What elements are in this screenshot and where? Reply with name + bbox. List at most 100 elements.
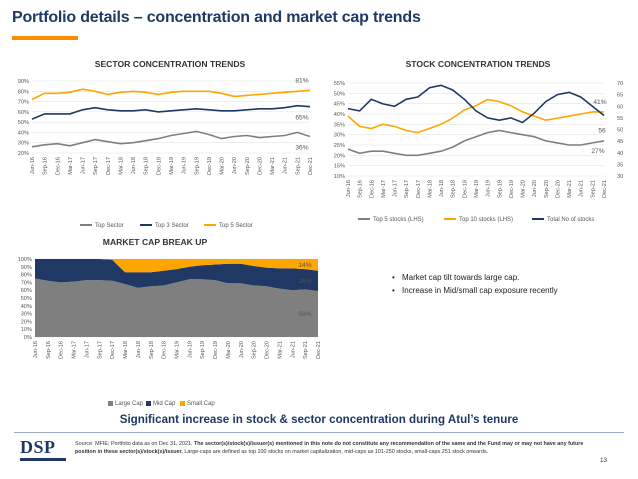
legend-swatch bbox=[108, 401, 113, 406]
x-tick-label: Mar-18 bbox=[427, 180, 433, 198]
x-tick-label: Jun-19 bbox=[486, 180, 492, 197]
data-label: 26% bbox=[298, 278, 311, 285]
y-tick-label: 60% bbox=[18, 110, 29, 116]
legend-label: Mid Cap bbox=[153, 401, 176, 407]
sector-concentration-chart: SECTOR CONCENTRATION TRENDS 20% 30% 40% 50% 6… bbox=[18, 59, 314, 229]
source-text: Source: MFIE; Portfolio data as on Dec 3… bbox=[75, 441, 194, 447]
legend-label: Top 3 Sector bbox=[155, 223, 189, 229]
source-note: Source: MFIE; Portfolio data as on Dec 3… bbox=[75, 440, 605, 457]
y-tick-label-left: 35% bbox=[334, 122, 345, 128]
x-tick-label: Sep-17 bbox=[97, 341, 103, 359]
x-tick-label: Mar-21 bbox=[277, 341, 283, 359]
y-tick-label: 50% bbox=[21, 296, 32, 302]
page-number: 13 bbox=[600, 457, 608, 464]
footer-divider bbox=[14, 432, 624, 433]
x-tick-label: Sep-21 bbox=[590, 180, 596, 198]
legend-label: Top Sector bbox=[95, 223, 124, 229]
key-point: Market cap tilt towards large cap. bbox=[392, 273, 558, 282]
x-tick-label: Dec-17 bbox=[106, 157, 112, 175]
x-tick-label: Sep-18 bbox=[451, 180, 457, 198]
legend-label: Total No of stocks bbox=[547, 217, 594, 223]
key-point: Increase in Mid/small cap exposure recen… bbox=[392, 286, 558, 295]
legend-label: Top 5 Sector bbox=[219, 223, 253, 229]
x-tick-label: Sep-20 bbox=[252, 341, 258, 359]
x-tick-label: Mar-18 bbox=[118, 157, 124, 175]
x-tick-label: Sep-19 bbox=[497, 180, 503, 198]
x-tick-label: Mar-18 bbox=[123, 341, 129, 359]
series-line bbox=[31, 88, 311, 101]
x-tick-label: Jun-18 bbox=[136, 341, 142, 358]
y-tick-label-right: 55 bbox=[617, 116, 623, 122]
x-tick-label: Sep-17 bbox=[404, 180, 410, 198]
x-tick-label: Mar-20 bbox=[521, 180, 527, 198]
x-tick-label: Dec-18 bbox=[462, 180, 468, 198]
page-title: Portfolio details – concentration and ma… bbox=[12, 9, 421, 26]
x-tick-label: Sep-16 bbox=[46, 341, 52, 359]
y-tick-label-left: 50% bbox=[334, 91, 345, 97]
x-tick-label: Sep-19 bbox=[194, 157, 200, 175]
series-area bbox=[35, 259, 318, 291]
x-tick-label: Dec-21 bbox=[308, 157, 314, 175]
x-tick-label: Jun-20 bbox=[239, 341, 245, 358]
legend-label: Top 10 stocks (LHS) bbox=[459, 217, 513, 223]
summary-headline: Significant increase in stock & sector c… bbox=[119, 413, 519, 426]
series-line bbox=[347, 84, 605, 124]
legend-label: Top 5 stocks (LHS) bbox=[373, 217, 424, 223]
x-tick-label: Sep-19 bbox=[200, 341, 206, 359]
x-tick-label: Dec-20 bbox=[555, 180, 561, 198]
x-tick-label: Jun-20 bbox=[232, 157, 238, 174]
x-tick-label: Dec-21 bbox=[316, 341, 322, 359]
data-label: 59% bbox=[298, 311, 311, 318]
x-tick-label: Sep-20 bbox=[245, 157, 251, 175]
x-tick-label: Mar-20 bbox=[220, 157, 226, 175]
key-points: Market cap tilt towards large cap. Incre… bbox=[392, 273, 558, 299]
y-tick-label: 20% bbox=[21, 319, 32, 325]
y-tick-label: 80% bbox=[18, 89, 29, 95]
x-tick-label: Dec-19 bbox=[213, 341, 219, 359]
x-tick-label: Mar-19 bbox=[175, 341, 181, 359]
x-tick-label: Mar-21 bbox=[567, 180, 573, 198]
y-tick-label: 30% bbox=[18, 141, 29, 147]
y-tick-label: 40% bbox=[21, 304, 32, 310]
x-tick-label: Mar-21 bbox=[270, 157, 276, 175]
x-tick-label: Jun-21 bbox=[579, 180, 585, 197]
x-tick-label: Sep-21 bbox=[303, 341, 309, 359]
series-line bbox=[347, 129, 605, 157]
y-tick-label-right: 70 bbox=[617, 81, 623, 87]
y-tick-label-left: 55% bbox=[334, 81, 345, 87]
series-area bbox=[35, 259, 318, 273]
y-tick-label: 90% bbox=[21, 265, 32, 271]
x-tick-label: Mar-17 bbox=[381, 180, 387, 198]
legend-label: Small Cap bbox=[187, 401, 215, 407]
x-tick-label: Dec-20 bbox=[257, 157, 263, 175]
y-tick-label: 90% bbox=[18, 79, 29, 85]
x-tick-label: Sep-20 bbox=[544, 180, 550, 198]
data-label: 36% bbox=[295, 145, 308, 152]
x-tick-label: Jun-18 bbox=[131, 157, 137, 174]
x-tick-label: Jun-18 bbox=[439, 180, 445, 197]
y-tick-label: 70% bbox=[21, 280, 32, 286]
x-tick-label: Dec-18 bbox=[156, 157, 162, 175]
y-tick-label-right: 30 bbox=[617, 174, 623, 180]
legend-swatch bbox=[146, 401, 151, 406]
y-tick-label: 80% bbox=[21, 273, 32, 279]
y-tick-label-left: 15% bbox=[334, 164, 345, 170]
data-label: 56 bbox=[598, 128, 606, 135]
x-tick-label: Jun-21 bbox=[290, 341, 296, 358]
x-tick-label: Jun-17 bbox=[81, 157, 87, 174]
data-label: 27% bbox=[591, 148, 604, 155]
y-tick-label-right: 45 bbox=[617, 139, 623, 145]
x-tick-label: Dec-20 bbox=[265, 341, 271, 359]
x-tick-label: Dec-16 bbox=[369, 180, 375, 198]
y-tick-label: 30% bbox=[21, 312, 32, 318]
y-tick-label: 70% bbox=[18, 100, 29, 106]
data-label: 65% bbox=[295, 115, 308, 122]
x-tick-label: Sep-18 bbox=[149, 341, 155, 359]
y-tick-label: 20% bbox=[18, 151, 29, 157]
stock-concentration-chart: STOCK CONCENTRATION TRENDS 10% 15% 20% 25% 30… bbox=[334, 59, 623, 223]
x-tick-label: Mar-19 bbox=[474, 180, 480, 198]
x-tick-label: Dec-19 bbox=[207, 157, 213, 175]
y-tick-label-right: 35 bbox=[617, 162, 623, 168]
x-tick-label: Jun-19 bbox=[187, 341, 193, 358]
y-tick-label-left: 45% bbox=[334, 102, 345, 108]
